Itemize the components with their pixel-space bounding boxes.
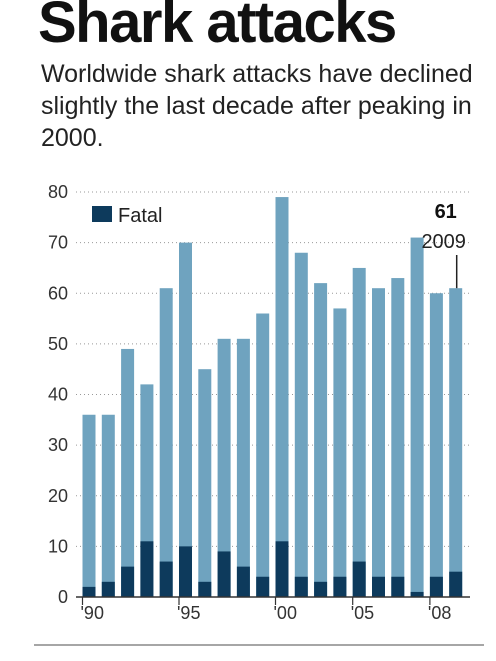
y-tick-label: 40 [48, 385, 68, 405]
callout-value: 61 [435, 201, 457, 223]
bar-total [198, 369, 212, 597]
bar-fatal [198, 581, 212, 597]
bar-fatal [179, 546, 192, 597]
bar-total [429, 293, 443, 597]
bar-fatal [372, 576, 385, 597]
bar-fatal [101, 581, 115, 597]
x-tick-label: '00 [274, 603, 297, 623]
bar-fatal [429, 576, 443, 597]
legend-swatch-fatal [92, 206, 112, 222]
bar-fatal [82, 586, 96, 597]
y-tick-label: 60 [48, 283, 68, 303]
bar-total [159, 288, 173, 597]
bar-fatal [333, 576, 347, 597]
bar-fatal [352, 561, 366, 597]
legend: Fatal [92, 205, 162, 227]
y-tick-label: 10 [48, 536, 68, 556]
bar-total [352, 267, 366, 597]
bar-total [101, 414, 115, 597]
bar-total [372, 288, 385, 597]
bar-total [391, 278, 405, 597]
x-tick-label: '05 [351, 603, 374, 623]
x-tick-label: '95 [177, 603, 200, 623]
y-tick-label: 20 [48, 486, 68, 506]
callout: 61 2009 [421, 201, 466, 289]
y-tick-label: 70 [48, 233, 68, 253]
y-tick-label: 30 [48, 435, 68, 455]
bar-total [256, 313, 270, 597]
chart-title: Shark attacks [38, 0, 397, 55]
bar-fatal [121, 566, 135, 597]
bar-fatal [314, 581, 328, 597]
bar-total [121, 348, 135, 597]
bar-total [333, 308, 347, 597]
bar-total [294, 252, 308, 597]
bar-total [449, 288, 463, 597]
bar-fatal [217, 551, 231, 597]
bar-fatal [294, 576, 308, 597]
bar-fatal [140, 541, 154, 597]
bar-total [410, 237, 424, 597]
bar-total [236, 338, 250, 597]
bar-total [217, 338, 231, 597]
y-tick-label: 0 [58, 587, 68, 607]
bar-fatal [159, 561, 173, 597]
bar-total [314, 283, 328, 597]
bar-total [82, 414, 96, 597]
y-tick-label: 50 [48, 334, 68, 354]
bar-total [179, 242, 192, 597]
legend-label-fatal: Fatal [118, 205, 162, 227]
bar-fatal [236, 566, 250, 597]
callout-year: 2009 [421, 231, 466, 253]
bar-total [275, 197, 289, 597]
bar-fatal [256, 576, 270, 597]
bar-fatal [449, 571, 463, 597]
x-tick-label: '90 [81, 603, 104, 623]
x-tick-label: '08 [428, 603, 451, 623]
bar-fatal [391, 576, 405, 597]
chart-subtitle: Worldwide shark attacks have declined sl… [41, 60, 473, 152]
y-tick-label: 80 [48, 182, 68, 202]
gridlines [76, 191, 470, 547]
bars [82, 197, 463, 597]
axes: 0 10 20 30 40 50 60 70 80 '90 '95 '00 '05 '08 [48, 182, 470, 623]
bar-fatal [275, 541, 289, 597]
bar-fatal [410, 591, 424, 597]
